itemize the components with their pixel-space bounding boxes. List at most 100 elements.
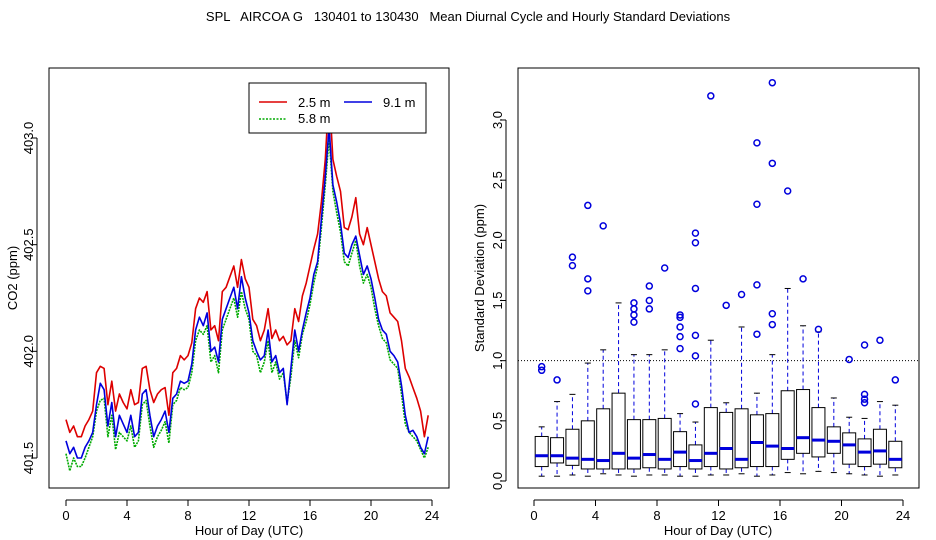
right-x-tick-label: 24 xyxy=(896,508,910,523)
box-outlier xyxy=(645,296,654,305)
box-outlier xyxy=(814,325,823,334)
right-x-tick-label: 4 xyxy=(592,508,599,523)
std-dev-boxplot: 0 4 8 12 16 20 24 0.0 0.5 1.0 1.5 2.0 2.5 3.0 Hour o… xyxy=(472,67,920,538)
box-hour-9.5 xyxy=(673,311,688,477)
right-y-tick-label: 1.5 xyxy=(490,291,505,309)
box-outlier xyxy=(722,301,730,310)
box-outlier xyxy=(584,275,592,283)
box-body xyxy=(534,435,549,468)
box-hour-19.5 xyxy=(826,397,841,474)
legend: 2.5 m 5.8 m 9.1 m xyxy=(248,82,427,134)
box-outlier xyxy=(676,344,684,353)
box-outlier xyxy=(645,305,654,313)
right-y-tick-label: 0.5 xyxy=(490,412,505,430)
box-outlier xyxy=(584,201,592,210)
box-body xyxy=(657,417,672,470)
left-x-tick-label: 24 xyxy=(425,508,439,523)
left-y-axis-label: CO2 (ppm) xyxy=(5,246,20,310)
box-outlier xyxy=(845,355,853,364)
box-hour-10.5 xyxy=(688,229,703,477)
box-body xyxy=(703,407,718,468)
right-x-tick-label: 12 xyxy=(711,508,725,523)
box-hour-12.5 xyxy=(719,301,734,476)
series-line-2-5-m xyxy=(65,90,429,438)
box-outlier xyxy=(568,253,577,261)
right-y-tick-label: 2.0 xyxy=(490,231,505,249)
box-hour-0.5 xyxy=(534,362,549,477)
box-hour-8.5 xyxy=(657,264,672,476)
box-body xyxy=(688,444,703,470)
box-outlier xyxy=(599,222,607,230)
box-outlier xyxy=(860,399,869,407)
box-outlier xyxy=(753,281,761,289)
box-hour-13.5 xyxy=(734,290,749,475)
box-outlier xyxy=(568,261,577,270)
right-x-tick-label: 0 xyxy=(530,508,537,523)
box-outlier xyxy=(630,318,638,326)
box-hour-15.5 xyxy=(765,78,780,476)
right-y-tick-label: 1.0 xyxy=(490,352,505,370)
box-outlier xyxy=(768,309,777,318)
left-y-tick-label: 402.0 xyxy=(21,335,36,368)
box-outlier xyxy=(553,376,561,384)
box-hour-16.5 xyxy=(780,187,795,474)
right-x-tick-label: 20 xyxy=(834,508,848,523)
right-x-tick-label: 16 xyxy=(773,508,787,523)
legend-label-9-1m: 9.1 m xyxy=(383,95,416,110)
left-y-axis: 401.5 402.0 402.5 403.0 xyxy=(21,122,38,475)
box-body xyxy=(550,437,565,464)
box-body xyxy=(596,408,611,470)
box-outlier xyxy=(860,341,869,349)
box-outlier xyxy=(768,320,777,329)
box-body xyxy=(719,411,734,470)
box-outlier xyxy=(676,323,684,331)
box-body xyxy=(734,408,749,469)
box-hour-7.5 xyxy=(642,282,657,476)
box-hour-3.5 xyxy=(580,201,595,477)
box-body xyxy=(580,420,595,470)
box-outlier xyxy=(707,92,715,100)
right-x-tick-label: 8 xyxy=(653,508,660,523)
box-outlier xyxy=(630,305,638,313)
box-hour-5.5 xyxy=(611,302,626,476)
box-outlier xyxy=(860,390,869,399)
box-hour-21.5 xyxy=(857,341,872,476)
box-outlier xyxy=(860,395,869,403)
right-x-axis-label: Hour of Day (UTC) xyxy=(664,523,772,538)
box-outlier xyxy=(691,229,700,237)
box-outlier xyxy=(645,282,654,290)
box-body xyxy=(796,389,811,454)
right-y-axis: 0.0 0.5 1.0 1.5 2.0 2.5 3.0 xyxy=(490,111,507,490)
box-body xyxy=(565,428,580,466)
left-x-tick-label: 20 xyxy=(364,508,378,523)
right-y-axis-label: Standard Deviation (ppm) xyxy=(472,204,487,352)
box-body xyxy=(872,428,887,465)
box-outlier xyxy=(768,78,777,87)
box-outlier xyxy=(691,352,700,360)
box-body xyxy=(765,413,780,468)
legend-label-2-5m: 2.5 m xyxy=(298,95,331,110)
box-outlier xyxy=(891,376,900,384)
box-outlier xyxy=(783,187,792,195)
box-outlier xyxy=(630,311,638,319)
box-outlier xyxy=(691,284,700,293)
box-hour-18.5 xyxy=(811,325,826,472)
left-x-tick-label: 12 xyxy=(242,508,256,523)
left-x-axis-label: Hour of Day (UTC) xyxy=(195,523,303,538)
right-y-tick-label: 3.0 xyxy=(490,111,505,129)
series-line-9-1-m xyxy=(65,126,429,459)
box-hour-17.5 xyxy=(796,275,811,475)
box-outlier xyxy=(537,362,546,371)
right-plot-frame xyxy=(517,67,920,489)
right-y-tick-label: 0.0 xyxy=(490,472,505,490)
diurnal-cycle-chart: 0 4 8 12 16 20 24 401.5 402.0 402.5 403.0 Hour of… xyxy=(5,67,450,538)
box-outlier xyxy=(691,238,700,247)
box-outlier xyxy=(691,400,700,408)
left-x-tick-label: 16 xyxy=(303,508,317,523)
box-hour-4.5 xyxy=(596,222,611,475)
left-y-tick-label: 403.0 xyxy=(21,122,36,155)
box-outlier xyxy=(768,159,777,168)
left-y-tick-label: 402.5 xyxy=(21,228,36,261)
left-y-tick-label: 401.5 xyxy=(21,442,36,475)
